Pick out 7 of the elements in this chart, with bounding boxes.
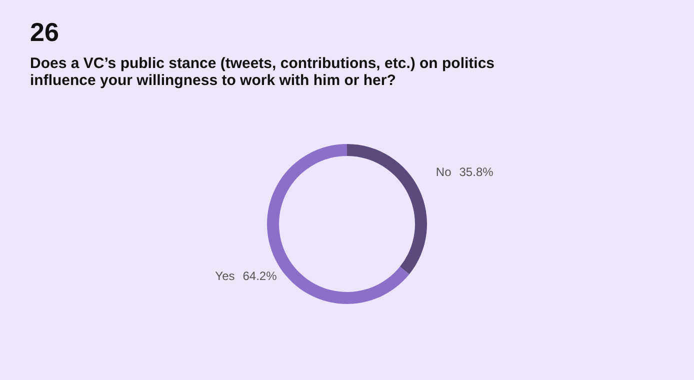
data-label: 64.2%: [242, 268, 278, 283]
slice-label: No: [436, 165, 452, 180]
data-label: 35.8%: [459, 165, 494, 180]
chart-subtitle: Does a VC’s public stance (tweets, contributions, etc.) on politics influence your willingness to work with him or her?: [30, 55, 495, 89]
donut-slice: [347, 144, 427, 274]
chart-title: 26: [30, 17, 59, 47]
slice-label: Yes: [215, 268, 235, 283]
